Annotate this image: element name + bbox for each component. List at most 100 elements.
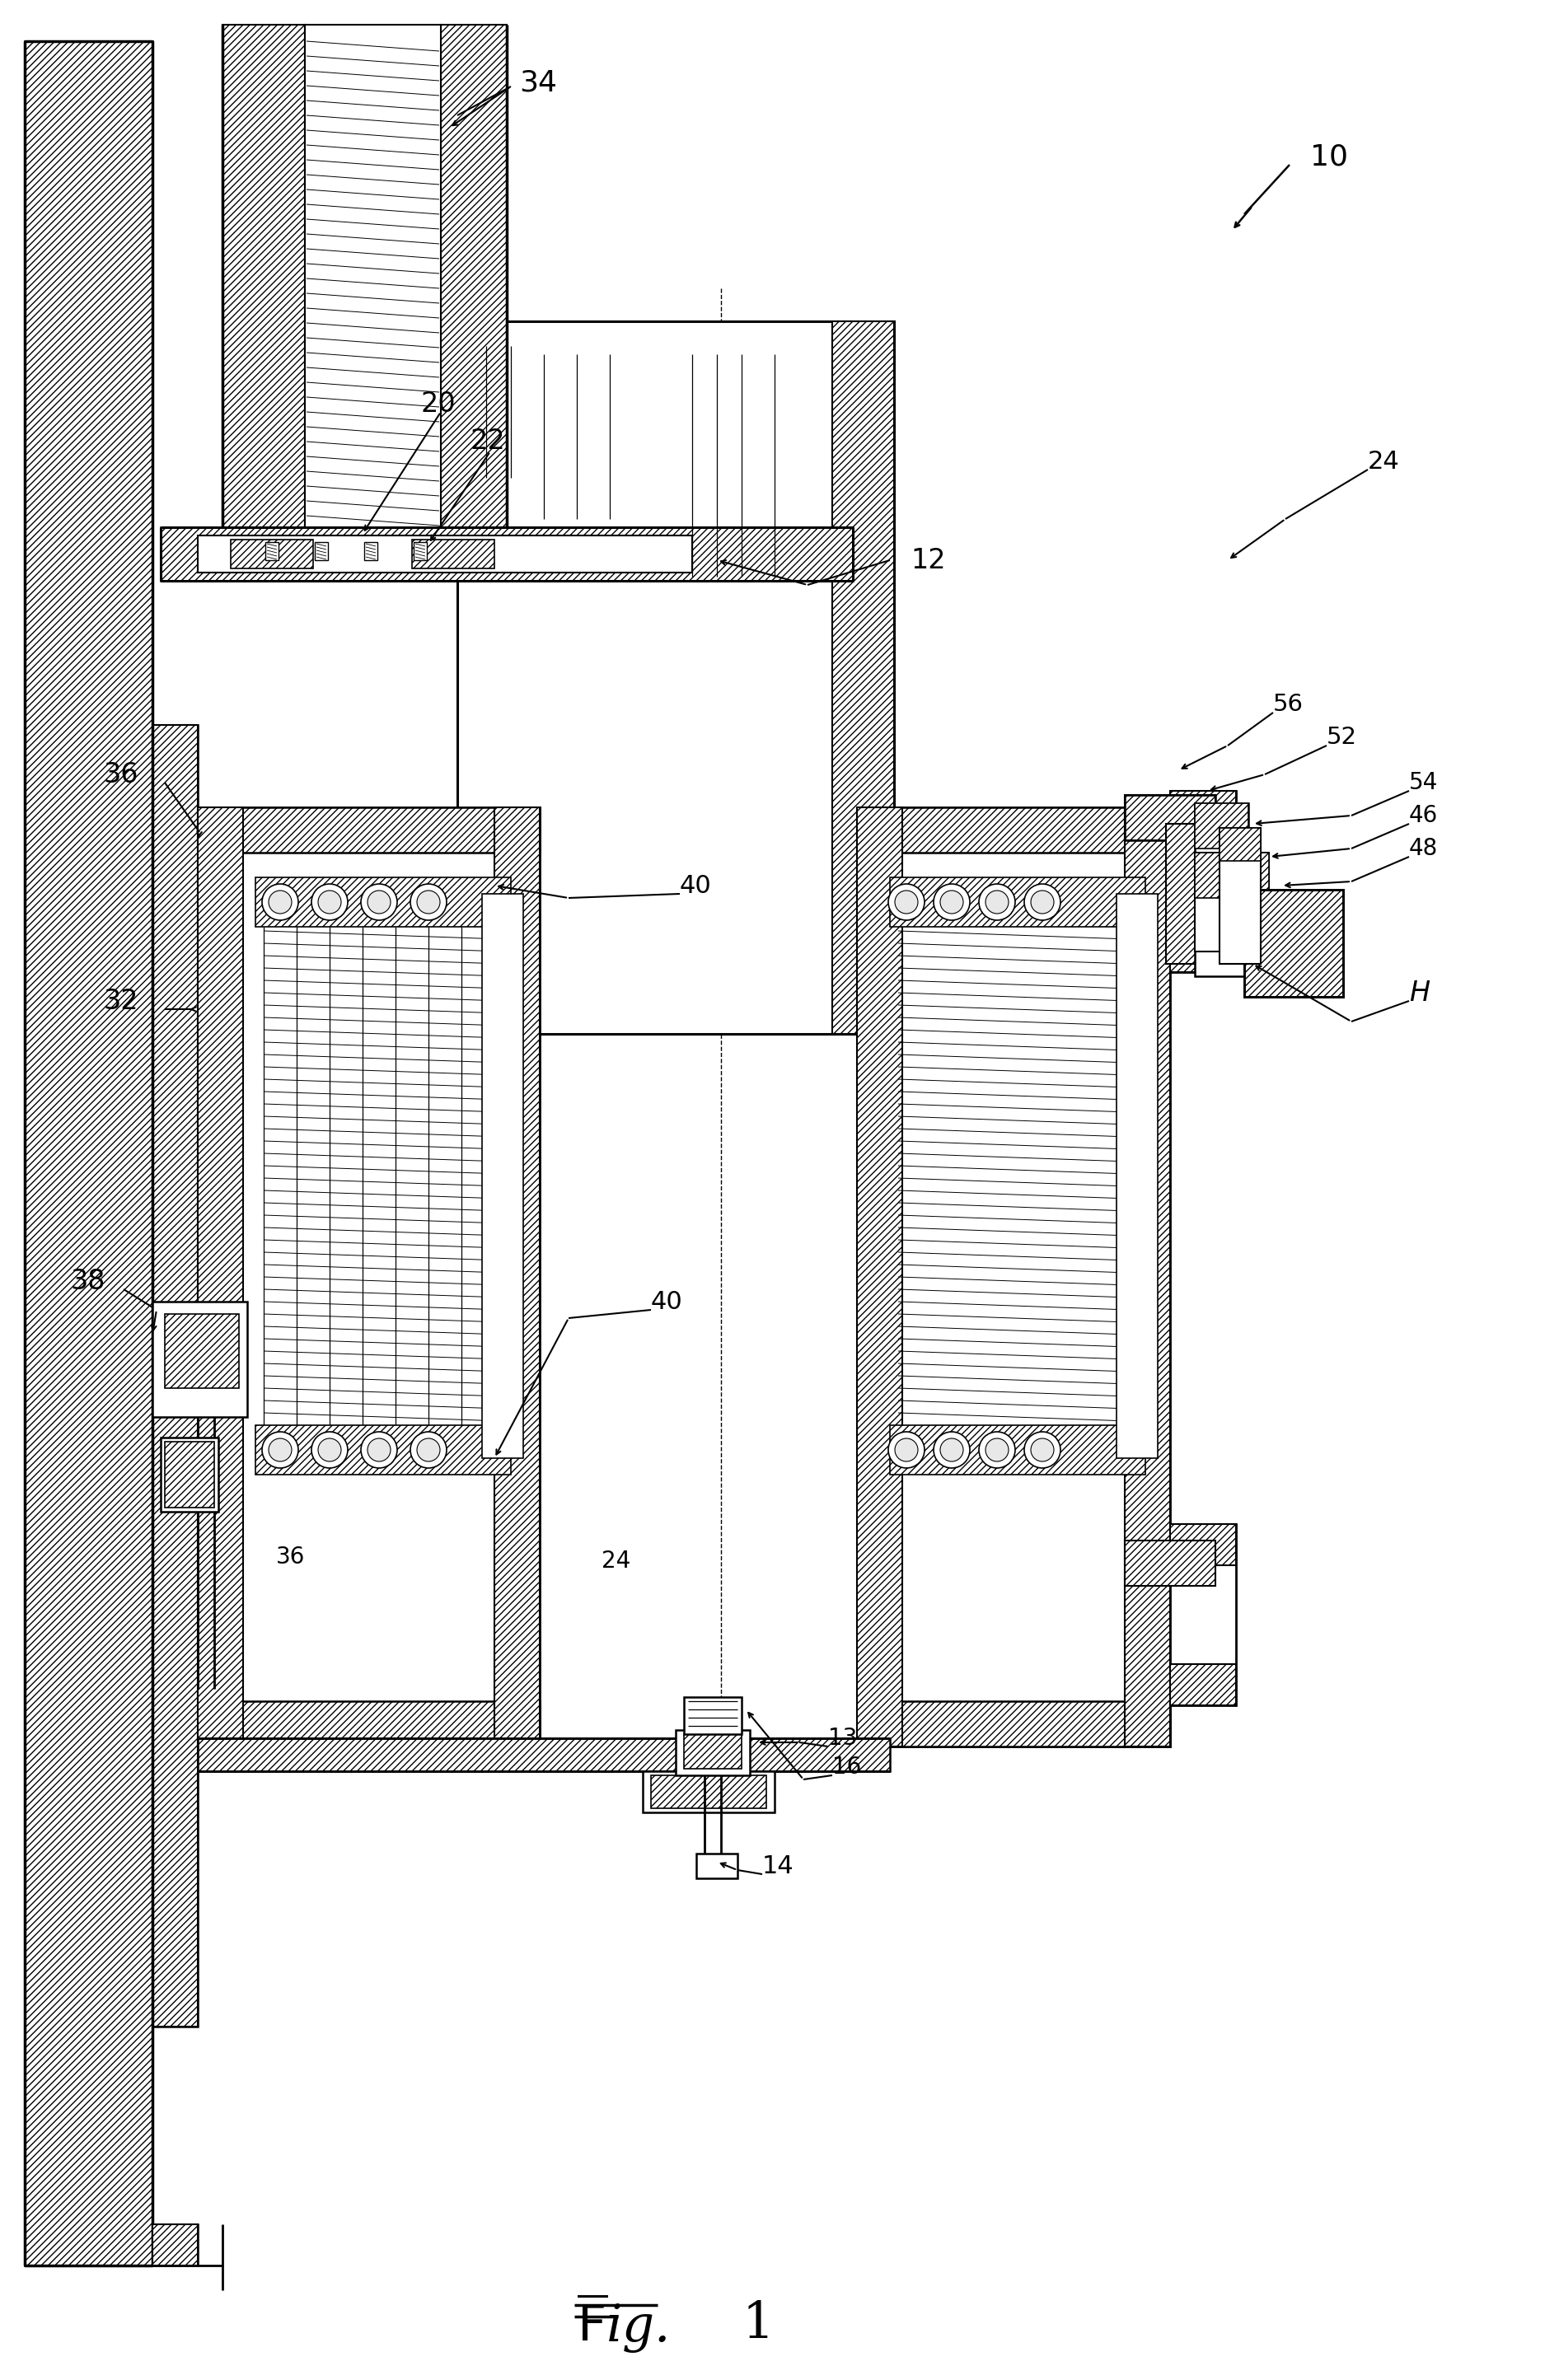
- Bar: [1194, 852, 1269, 897]
- Bar: [1171, 790, 1236, 971]
- Text: 34: 34: [519, 69, 557, 95]
- Text: H: H: [1409, 978, 1430, 1007]
- Circle shape: [940, 890, 963, 914]
- Bar: [1194, 802, 1249, 850]
- Bar: [1219, 828, 1261, 862]
- Circle shape: [979, 883, 1015, 921]
- Bar: [1244, 890, 1344, 997]
- Circle shape: [410, 1433, 446, 1468]
- Circle shape: [985, 890, 1009, 914]
- Text: $\overline{\rm F}$ig.: $\overline{\rm F}$ig.: [577, 2292, 667, 2354]
- Text: 38: 38: [70, 1269, 104, 1295]
- Text: 12: 12: [910, 547, 946, 574]
- Bar: [198, 1702, 539, 1747]
- Text: 1: 1: [742, 2299, 773, 2347]
- Text: 52: 52: [1327, 726, 1358, 750]
- Bar: [198, 536, 692, 574]
- Bar: [153, 2225, 198, 2266]
- Circle shape: [318, 890, 341, 914]
- Circle shape: [889, 883, 924, 921]
- Bar: [652, 1775, 767, 1809]
- Bar: [1244, 890, 1344, 997]
- Circle shape: [318, 1438, 341, 1461]
- Bar: [161, 1438, 218, 1511]
- Text: 24: 24: [1367, 450, 1400, 474]
- Bar: [161, 528, 853, 581]
- Text: 40: 40: [680, 873, 712, 897]
- Circle shape: [985, 1438, 1009, 1461]
- Bar: [153, 726, 198, 2028]
- Bar: [684, 1697, 742, 1735]
- Bar: [857, 1702, 1171, 1747]
- Text: 36: 36: [103, 762, 139, 788]
- Circle shape: [1024, 1433, 1060, 1468]
- Bar: [890, 1426, 1146, 1476]
- Circle shape: [312, 883, 348, 921]
- Bar: [153, 726, 198, 2028]
- Bar: [684, 1735, 742, 1768]
- Bar: [25, 40, 153, 2266]
- Circle shape: [368, 890, 391, 914]
- Circle shape: [416, 890, 440, 914]
- Circle shape: [362, 883, 398, 921]
- Circle shape: [262, 1433, 298, 1468]
- Bar: [1166, 823, 1219, 964]
- Bar: [1171, 931, 1236, 971]
- Text: 40: 40: [652, 1290, 683, 1314]
- Text: 56: 56: [1274, 693, 1303, 716]
- Circle shape: [934, 1433, 970, 1468]
- Text: 54: 54: [1409, 771, 1437, 795]
- Bar: [697, 1854, 737, 1878]
- Bar: [890, 878, 1146, 926]
- Circle shape: [1024, 883, 1060, 921]
- Text: 20: 20: [421, 390, 455, 416]
- Circle shape: [889, 1433, 924, 1468]
- Bar: [198, 1737, 890, 1771]
- Circle shape: [895, 1438, 918, 1461]
- Circle shape: [262, 883, 298, 921]
- Bar: [1116, 895, 1158, 1459]
- Circle shape: [1030, 890, 1054, 914]
- Bar: [265, 543, 279, 559]
- Bar: [642, 1771, 775, 1814]
- Text: 14: 14: [762, 1854, 794, 1878]
- Bar: [857, 807, 903, 1747]
- Bar: [1124, 795, 1216, 840]
- Bar: [231, 540, 313, 569]
- Bar: [256, 878, 511, 926]
- Bar: [1171, 790, 1236, 833]
- Bar: [256, 1426, 511, 1476]
- Bar: [1124, 795, 1216, 840]
- Bar: [1124, 807, 1171, 1747]
- Text: 22: 22: [469, 426, 505, 455]
- Circle shape: [979, 1433, 1015, 1468]
- Bar: [857, 807, 1171, 1747]
- Circle shape: [362, 1433, 398, 1468]
- Text: 36: 36: [276, 1545, 306, 1568]
- Bar: [675, 1730, 750, 1775]
- Circle shape: [368, 1438, 391, 1461]
- Circle shape: [312, 1433, 348, 1468]
- Circle shape: [934, 883, 970, 921]
- Bar: [1194, 852, 1269, 952]
- Bar: [198, 807, 243, 1747]
- Text: 46: 46: [1409, 804, 1437, 828]
- Bar: [441, 24, 507, 536]
- Bar: [1171, 1664, 1236, 1706]
- Bar: [413, 543, 427, 559]
- Bar: [1219, 828, 1261, 964]
- Text: 10: 10: [1310, 143, 1349, 171]
- Text: 24: 24: [602, 1549, 630, 1573]
- Bar: [1171, 1523, 1236, 1566]
- Bar: [315, 543, 327, 559]
- Bar: [1194, 802, 1249, 976]
- Bar: [223, 24, 306, 536]
- Bar: [365, 543, 377, 559]
- Bar: [482, 895, 524, 1459]
- Bar: [1124, 1540, 1216, 1585]
- Bar: [494, 807, 539, 1747]
- Text: 32: 32: [103, 988, 139, 1014]
- Bar: [165, 1442, 214, 1507]
- Bar: [153, 1302, 248, 1416]
- Circle shape: [268, 890, 292, 914]
